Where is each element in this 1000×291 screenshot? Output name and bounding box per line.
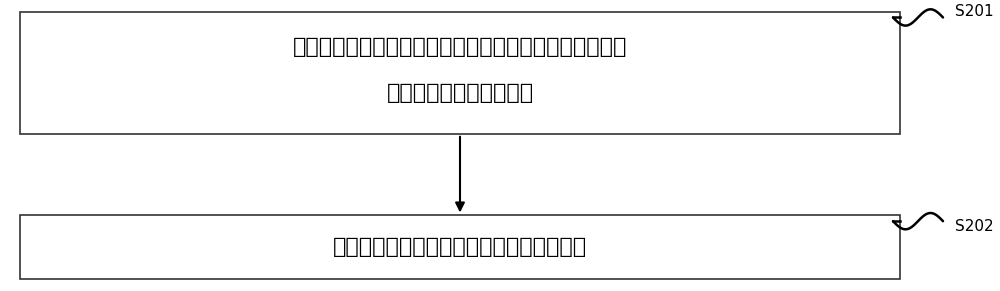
- Text: 根据主电路采样电压、电流、开关占空比、开关频率和损: 根据主电路采样电压、电流、开关占空比、开关频率和损: [293, 37, 627, 56]
- Text: S202: S202: [955, 219, 994, 234]
- Text: S201: S201: [955, 4, 994, 19]
- Bar: [20, 215, 900, 279]
- Text: 根据当前结温信息对功率模块损耗进行修正: 根据当前结温信息对功率模块损耗进行修正: [333, 237, 587, 257]
- Bar: [20, 12, 900, 134]
- Text: 耗参数计算功率模块损耗: 耗参数计算功率模块损耗: [386, 83, 534, 103]
